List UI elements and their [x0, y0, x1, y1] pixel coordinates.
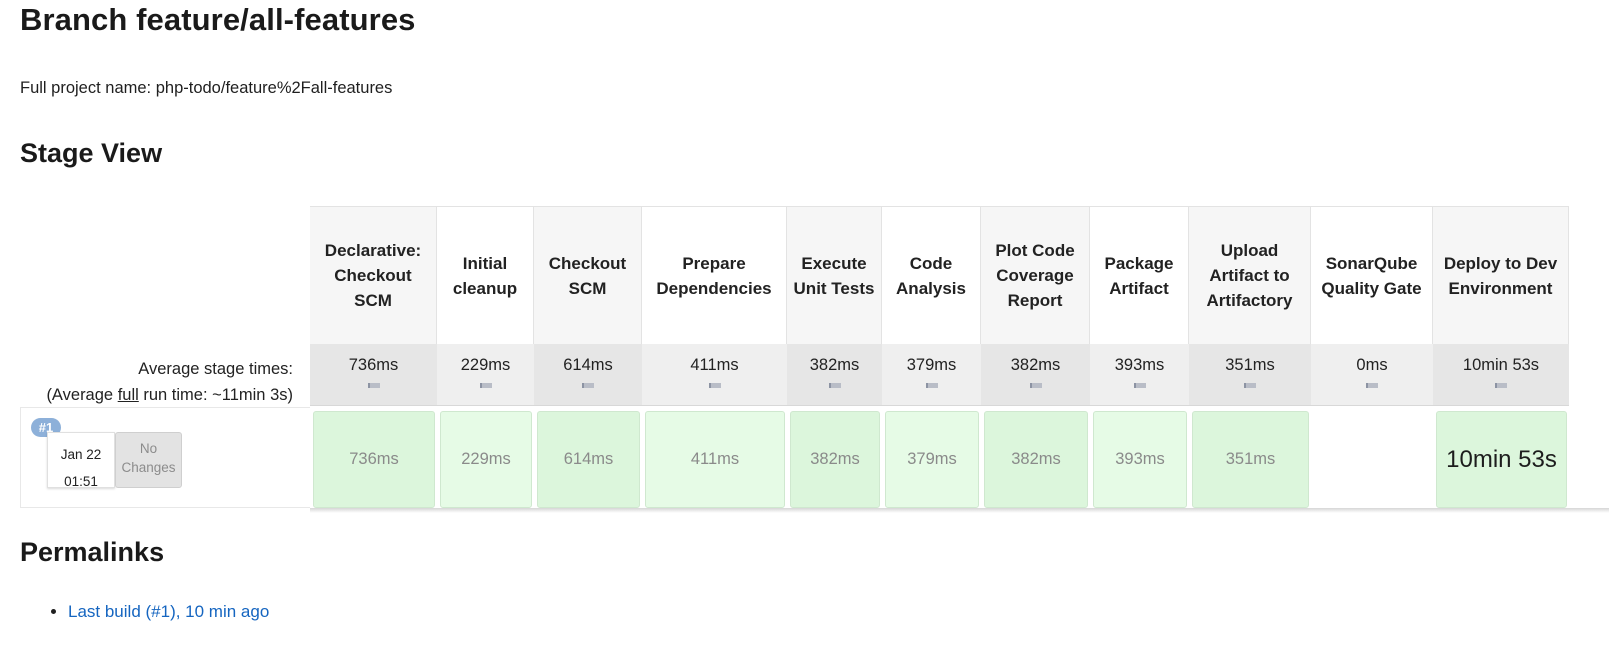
stage-run-cell[interactable]: 736ms [313, 411, 435, 508]
avg-prefix: (Average [46, 386, 118, 404]
stage-average-bar [1366, 383, 1378, 388]
stage-average-bar [1029, 383, 1042, 388]
no-changes-box[interactable]: No Changes [115, 432, 182, 488]
stage-header: Checkout SCM [534, 206, 642, 344]
stage-average-time: 351ms [1189, 344, 1311, 406]
stage-average-bar [1244, 383, 1256, 388]
stage-header: Deploy to Dev Environment [1433, 206, 1569, 344]
stage-column: Package Artifact 393ms 393ms [1090, 206, 1189, 512]
stage-run-cell[interactable]: 382ms [984, 411, 1088, 508]
stage-average-time: 382ms [981, 344, 1090, 406]
stage-column: Code Analysis 379ms 379ms [882, 206, 981, 512]
stage-column: Plot Code Coverage Report 382ms 382ms [981, 206, 1090, 512]
stage-run-cell[interactable]: 393ms [1093, 411, 1187, 508]
stage-average-value: 393ms [1114, 356, 1165, 374]
stage-run-cell[interactable]: 229ms [440, 411, 532, 508]
stage-column: Deploy to Dev Environment 10min 53s 10min … [1433, 206, 1569, 512]
full-project-name: Full project name: php-todo/feature%2Fal… [20, 79, 393, 97]
stage-run-cell[interactable]: 10min 53s [1436, 411, 1567, 508]
stage-header: Package Artifact [1090, 206, 1189, 344]
stage-average-bar [479, 383, 492, 388]
stage-average-time: 393ms [1090, 344, 1189, 406]
stage-column: Prepare Dependencies 411ms 411ms [642, 206, 787, 512]
stage-run-cell[interactable] [1314, 411, 1431, 508]
stage-column: Declarative: Checkout SCM 736ms 736ms [310, 206, 437, 512]
stage-header: Prepare Dependencies [642, 206, 787, 344]
stage-header: Declarative: Checkout SCM [310, 206, 437, 344]
stage-average-bar [367, 383, 380, 388]
stage-average-bar [828, 383, 841, 388]
stage-average-value: 382ms [809, 356, 860, 374]
stage-average-bar [925, 383, 938, 388]
stage-average-value: 0ms [1356, 356, 1388, 374]
stage-average-time: 0ms [1311, 344, 1433, 406]
stage-average-time: 10min 53s [1433, 344, 1569, 406]
stage-average-value: 351ms [1225, 356, 1275, 374]
stage-column: Checkout SCM 614ms 614ms [534, 206, 642, 512]
stage-header: SonarQube Quality Gate [1311, 206, 1433, 344]
stage-average-value: 10min 53s [1462, 356, 1540, 374]
table-shadow [310, 508, 1609, 513]
stage-run-cell[interactable]: 351ms [1192, 411, 1309, 508]
stage-column: Initial cleanup 229ms 229ms [437, 206, 534, 512]
stage-header: Upload Artifact to Artifactory [1189, 206, 1311, 344]
stage-average-time: 614ms [534, 344, 642, 406]
avg-full-word: full [117, 386, 139, 404]
permalink-item: Last build (#1), 10 min ago [68, 602, 269, 622]
permalinks-heading: Permalinks [20, 537, 165, 567]
stage-header: Initial cleanup [437, 206, 534, 344]
stage-run-cell[interactable]: 614ms [537, 411, 640, 508]
stage-average-time: 411ms [642, 344, 787, 406]
stage-run-cell[interactable]: 379ms [885, 411, 979, 508]
stage-average-value: 736ms [348, 356, 399, 374]
avg-suffix: run time: ~11min 3s) [138, 386, 293, 404]
stage-view-heading: Stage View [20, 138, 163, 168]
stage-average-time: 229ms [437, 344, 534, 406]
stage-average-bar [708, 383, 721, 388]
stage-average-value: 614ms [563, 356, 613, 374]
build-date: Jan 22 [60, 447, 102, 462]
average-stage-times-label: Average stage times: (Average full run t… [46, 356, 293, 408]
stage-header: Execute Unit Tests [787, 206, 882, 344]
stage-average-time: 379ms [882, 344, 981, 406]
stage-average-value: 229ms [460, 356, 511, 374]
stage-average-bar [1133, 383, 1146, 388]
build-date-box[interactable]: Jan 22 01:51 [47, 432, 115, 489]
stage-average-value: 411ms [690, 356, 739, 374]
stage-average-time: 736ms [310, 344, 437, 406]
last-build-link[interactable]: Last build (#1), 10 min ago [68, 602, 270, 621]
permalinks-list: Last build (#1), 10 min ago [20, 602, 269, 622]
stage-run-cell[interactable]: 411ms [645, 411, 785, 508]
stage-average-bar [582, 383, 594, 388]
average-stage-times-line: Average stage times: [138, 360, 293, 378]
stage-average-bar [1495, 383, 1507, 388]
stage-header: Code Analysis [882, 206, 981, 344]
stage-column: Upload Artifact to Artifactory 351ms 351ms [1189, 206, 1311, 512]
stage-column: SonarQube Quality Gate 0ms [1311, 206, 1433, 512]
page-title: Branch feature/all-features [20, 2, 416, 37]
stage-run-cell[interactable]: 382ms [790, 411, 880, 508]
stage-header: Plot Code Coverage Report [981, 206, 1090, 344]
stage-view-table: Declarative: Checkout SCM 736ms 736ms Initi… [310, 206, 1609, 512]
build-run-row: #1 Jan 22 01:51 No Changes [20, 407, 310, 508]
stage-average-time: 382ms [787, 344, 882, 406]
average-full-run-time-line: (Average full run time: ~11min 3s) [46, 382, 293, 408]
stage-average-value: 379ms [906, 356, 957, 374]
stage-average-value: 382ms [1010, 356, 1061, 374]
stage-column: Execute Unit Tests 382ms 382ms [787, 206, 882, 512]
build-time: 01:51 [64, 474, 98, 489]
